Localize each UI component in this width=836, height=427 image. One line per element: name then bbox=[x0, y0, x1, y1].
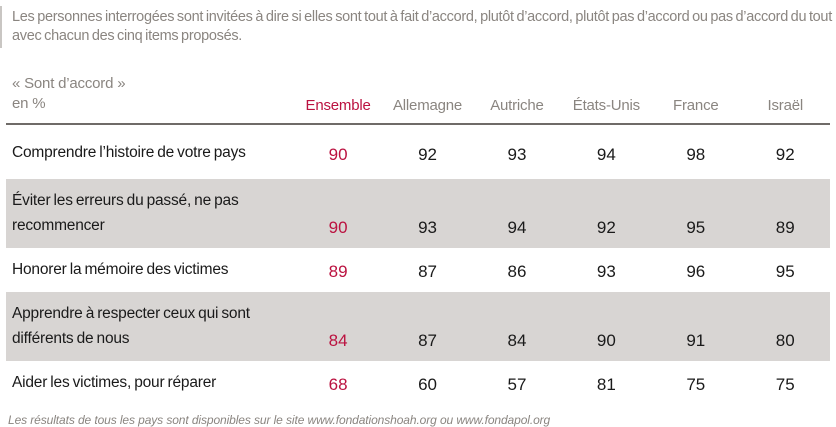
row-label: Aider les victimes, pour réparer bbox=[12, 374, 217, 391]
table-row: Comprendre l’histoire de votre pays 90 9… bbox=[6, 124, 830, 179]
source-note: Les résultats de tous les pays sont disp… bbox=[8, 413, 551, 427]
table-row: Éviter les erreurs du passé, ne pas reco… bbox=[6, 179, 830, 248]
value-cell: 57 bbox=[507, 375, 527, 394]
value-cell: 90 bbox=[596, 331, 616, 350]
column-header-états-unis: États-Unis bbox=[561, 74, 652, 125]
value-cell: 80 bbox=[775, 331, 795, 350]
table-body: Comprendre l’histoire de votre pays 90 9… bbox=[6, 124, 830, 405]
value-cell: 93 bbox=[418, 218, 437, 237]
value-cell: 87 bbox=[418, 331, 437, 350]
corner-header-line2: en % bbox=[12, 95, 46, 112]
value-cell: 89 bbox=[328, 262, 348, 281]
value-cell: 90 bbox=[328, 145, 348, 164]
row-label: Honorer la mémoire des victimes bbox=[12, 261, 229, 278]
column-header-israël: Israël bbox=[740, 74, 830, 125]
value-cell: 92 bbox=[418, 145, 437, 164]
value-cell: 94 bbox=[507, 218, 527, 237]
value-cell: 90 bbox=[328, 218, 348, 237]
value-cell: 84 bbox=[328, 331, 348, 350]
value-cell: 89 bbox=[775, 218, 795, 237]
value-cell: 75 bbox=[775, 375, 795, 394]
row-label: Apprendre à respecter ceux qui sont diff… bbox=[12, 305, 250, 347]
column-header-autriche: Autriche bbox=[472, 74, 562, 125]
value-cell: 86 bbox=[507, 262, 527, 281]
corner-header-line1: « Sont d’accord » bbox=[12, 75, 126, 92]
survey-table: « Sont d’accord » en % Ensemble Allemagne… bbox=[6, 74, 830, 405]
column-header-allemagne: Allemagne bbox=[382, 74, 473, 125]
value-cell: 75 bbox=[686, 375, 706, 394]
value-cell: 92 bbox=[596, 218, 616, 237]
intro-text: Les personnes interrogées sont invitées … bbox=[0, 6, 832, 48]
value-cell: 81 bbox=[596, 375, 616, 394]
value-cell: 98 bbox=[686, 145, 706, 164]
value-cell: 84 bbox=[507, 331, 527, 350]
value-cell: 92 bbox=[775, 145, 795, 164]
table-row: Aider les victimes, pour réparer 68 60 5… bbox=[6, 361, 830, 405]
column-header-ensemble: Ensemble bbox=[293, 74, 383, 125]
value-cell: 91 bbox=[686, 331, 706, 350]
value-cell: 60 bbox=[418, 375, 437, 394]
value-cell: 93 bbox=[507, 145, 527, 164]
value-cell: 94 bbox=[596, 145, 616, 164]
value-cell: 95 bbox=[775, 262, 795, 281]
header-row: « Sont d’accord » en % Ensemble Allemagne… bbox=[6, 74, 830, 125]
value-cell: 87 bbox=[418, 262, 437, 281]
column-header-france: France bbox=[651, 74, 741, 125]
value-cell: 95 bbox=[686, 218, 706, 237]
row-label: Éviter les erreurs du passé, ne pas reco… bbox=[12, 192, 239, 234]
row-label: Comprendre l’histoire de votre pays bbox=[12, 144, 246, 161]
table-row: Apprendre à respecter ceux qui sont diff… bbox=[6, 292, 830, 361]
value-cell: 96 bbox=[686, 262, 706, 281]
value-cell: 93 bbox=[596, 262, 616, 281]
corner-header: « Sont d’accord » en % bbox=[6, 74, 294, 125]
table-row: Honorer la mémoire des victimes 89 87 86… bbox=[6, 248, 830, 292]
value-cell: 68 bbox=[328, 375, 348, 394]
